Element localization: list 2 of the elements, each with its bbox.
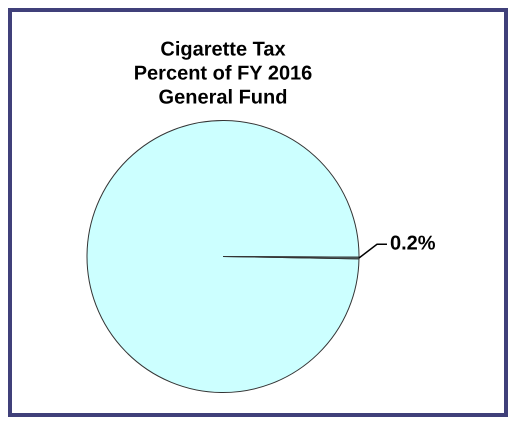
chart-title: Cigarette Tax Percent of FY 2016 General Fund (134, 38, 312, 109)
data-label: 0.2% (390, 232, 436, 255)
